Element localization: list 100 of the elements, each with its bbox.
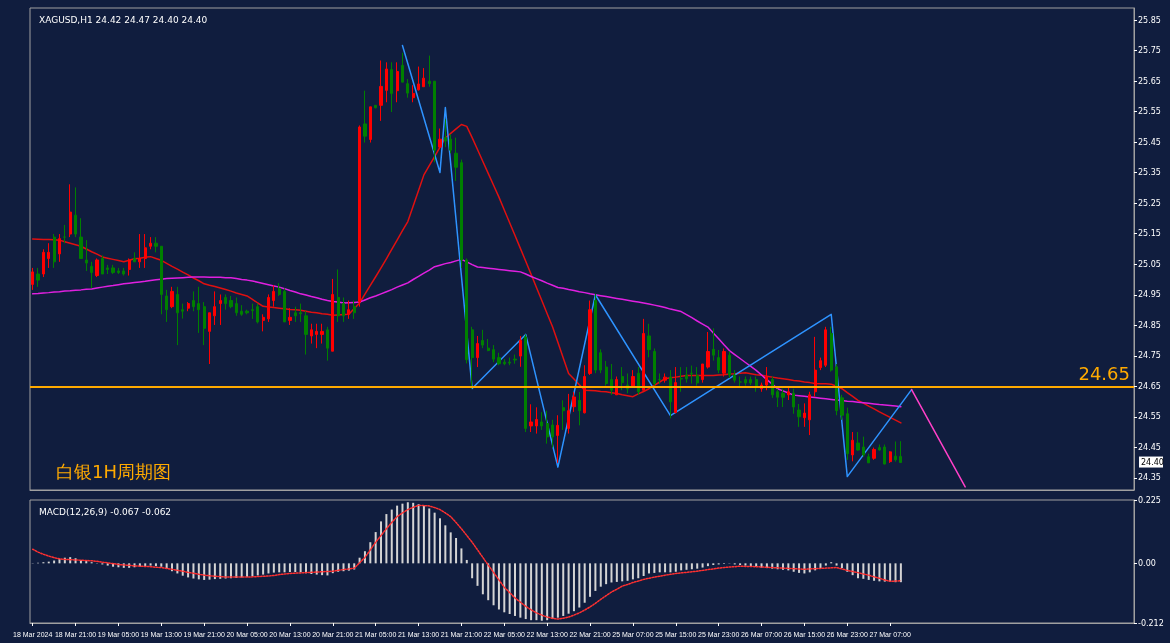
candlestick (267, 293, 270, 323)
candlestick (567, 393, 570, 435)
bar (487, 563, 490, 601)
bar (889, 563, 892, 582)
bar (840, 563, 843, 569)
y-tick-label: 25.85 (1138, 15, 1161, 25)
y-tick-label: -0.212 (1138, 618, 1164, 628)
bar (824, 563, 827, 566)
candlestick (765, 366, 768, 391)
candlestick (722, 347, 726, 378)
candlestick (176, 286, 179, 346)
bar (669, 563, 672, 573)
candlestick (47, 242, 50, 269)
bar (631, 563, 634, 580)
candlestick (814, 336, 817, 398)
bar (492, 563, 495, 606)
candlestick (203, 301, 206, 346)
candlestick (369, 106, 372, 144)
candlestick (374, 104, 377, 109)
candlestick (197, 286, 200, 334)
candlestick (417, 66, 420, 92)
candlestick (637, 366, 640, 396)
y-tick-label: 25.65 (1138, 76, 1161, 86)
candlestick (508, 357, 511, 366)
candlestick (787, 386, 790, 401)
bar (819, 563, 822, 569)
candlestick (304, 310, 308, 356)
candlestick (69, 183, 72, 238)
bar (594, 563, 597, 591)
candlestick (867, 453, 870, 464)
candlestick (385, 61, 388, 103)
bar (412, 502, 415, 564)
line-series (31, 123, 902, 424)
y-tick-label: 25.55 (1138, 107, 1161, 117)
candlestick (605, 360, 608, 387)
bar (567, 563, 570, 614)
candlestick (412, 84, 415, 103)
bar (690, 563, 693, 570)
candlestick (674, 366, 677, 414)
candlestick (170, 286, 174, 309)
candlestick (856, 431, 860, 452)
candlestick (235, 297, 238, 317)
y-tick-label: 24.45 (1138, 442, 1161, 452)
candlestick (213, 290, 216, 326)
candlestick (556, 414, 559, 464)
candlestick (358, 124, 361, 308)
candlestick (138, 233, 141, 269)
candlestick (294, 306, 297, 323)
bar (267, 563, 270, 574)
candlestick (830, 326, 833, 373)
candlestick (396, 61, 399, 103)
candlestick (642, 318, 645, 391)
bar (578, 563, 581, 608)
candlestick (449, 134, 452, 154)
bar (428, 508, 431, 564)
y-tick-label: 25.35 (1138, 168, 1161, 178)
candlestick (808, 391, 811, 436)
bar (589, 563, 592, 597)
bar (508, 563, 511, 614)
candlestick (144, 233, 147, 269)
candlestick (79, 217, 83, 259)
bar (621, 563, 624, 582)
y-tick-label: 25.45 (1138, 137, 1161, 147)
y-tick-label: 25.15 (1138, 229, 1161, 239)
candlestick (342, 297, 345, 323)
candlestick (631, 369, 635, 388)
candlestick (733, 369, 736, 384)
bar (519, 563, 522, 618)
candlestick (583, 364, 586, 414)
bar (283, 563, 286, 573)
candlestick (717, 349, 720, 374)
bar (197, 563, 200, 580)
candlestick (701, 363, 704, 384)
y-tick-label: 0.00 (1138, 558, 1156, 568)
candlestick (594, 293, 597, 374)
bar (476, 563, 479, 586)
bar (449, 532, 452, 564)
candlestick (53, 233, 56, 269)
bar (181, 563, 184, 576)
text: MACD(12,26,9) -0.067 -0.062 (39, 506, 172, 517)
y-tick-label: 24.65 (1138, 381, 1161, 391)
bar (696, 563, 699, 569)
candlestick (133, 251, 136, 263)
candlestick (111, 264, 115, 275)
bar (471, 563, 474, 579)
bar (647, 563, 650, 574)
bar (556, 563, 559, 618)
candlestick (433, 80, 436, 163)
candlestick (899, 440, 902, 464)
bar (288, 563, 291, 573)
candlestick (390, 61, 393, 113)
candlestick (513, 354, 517, 365)
candlestick (653, 347, 656, 387)
candlestick (379, 59, 383, 122)
candlestick (562, 399, 565, 431)
y-tick-label: 24.35 (1138, 473, 1161, 483)
y-tick-label: 24.75 (1138, 351, 1161, 361)
bar (406, 502, 409, 564)
candlestick (128, 257, 131, 277)
candlestick (353, 300, 356, 320)
